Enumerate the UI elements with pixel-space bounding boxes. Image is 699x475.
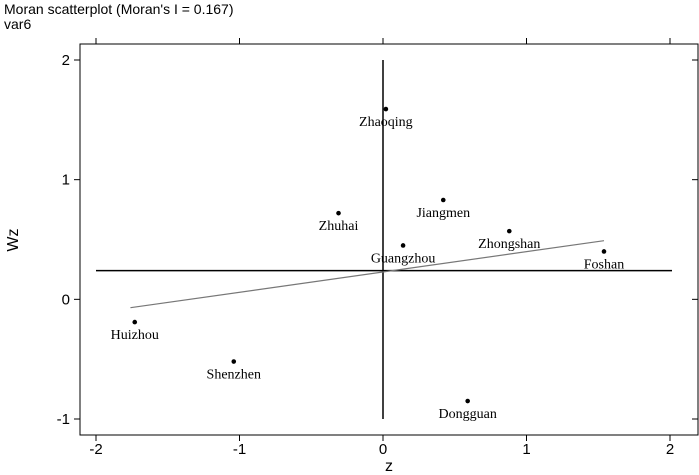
data-point <box>506 228 512 234</box>
axes: -2 -1 0 1 2 -1 0 1 2 <box>57 38 698 458</box>
points-layer: Zhaoqing Jiangmen Zhuhai Zhongshan Guangzhou… <box>111 106 624 422</box>
point-label: Guangzhou <box>371 251 436 266</box>
y-axis-label: Wz <box>5 228 22 251</box>
data-point <box>383 106 389 112</box>
point-label: Shenzhen <box>207 368 261 383</box>
data-point <box>336 210 341 216</box>
data-point <box>465 398 470 404</box>
regression-line <box>130 240 605 309</box>
regression-layer <box>130 240 605 309</box>
point-label: Zhongshan <box>478 237 540 252</box>
data-point <box>440 197 446 203</box>
chart-subtitle: var6 <box>4 16 31 32</box>
x-tick-label: 0 <box>379 441 387 458</box>
point-label: Foshan <box>584 257 624 272</box>
data-point <box>400 243 406 248</box>
y-tick-label: -1 <box>57 411 70 428</box>
x-tick-label: 1 <box>522 441 530 458</box>
x-axis-label: z <box>385 458 393 475</box>
y-tick-label: 1 <box>62 172 70 189</box>
data-point <box>231 359 237 364</box>
x-tick-label: -2 <box>89 441 102 458</box>
y-tick-label: 0 <box>62 291 70 308</box>
data-point <box>132 319 138 325</box>
reference-lines <box>96 60 672 419</box>
x-tick-label: -1 <box>233 441 246 458</box>
data-point <box>601 249 607 254</box>
point-label: Jiangmen <box>416 206 470 221</box>
x-tick-label: 2 <box>666 441 674 458</box>
point-label: Zhuhai <box>319 219 359 234</box>
point-label: Zhaoqing <box>359 115 413 130</box>
point-label: Huizhou <box>111 328 159 343</box>
chart-title: Moran scatterplot (Moran's I = 0.167) <box>4 1 234 17</box>
point-label: Dongguan <box>439 407 497 422</box>
plot-frame <box>79 43 699 436</box>
y-tick-label: 2 <box>62 52 70 69</box>
